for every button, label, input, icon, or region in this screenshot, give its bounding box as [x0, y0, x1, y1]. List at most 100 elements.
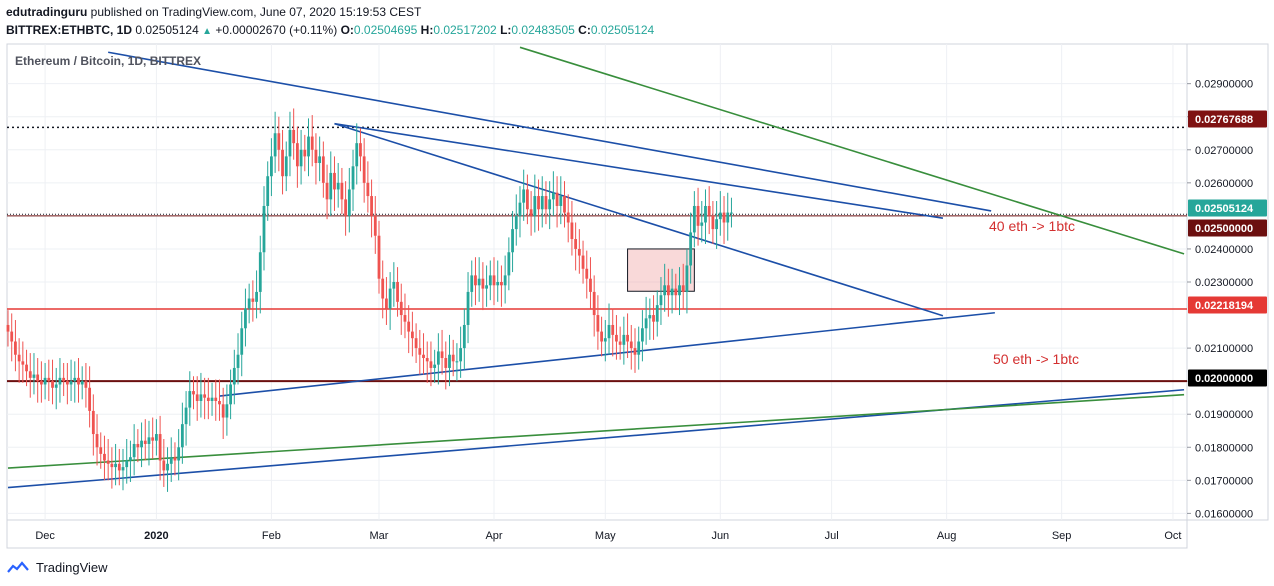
candle-body[interactable]	[221, 404, 225, 418]
candle-body[interactable]	[77, 377, 80, 385]
candle-body[interactable]	[362, 156, 366, 183]
candle-body[interactable]	[600, 331, 603, 342]
candle-body[interactable]	[373, 215, 377, 236]
candle-body[interactable]	[563, 196, 566, 213]
candle-body[interactable]	[114, 463, 117, 468]
candle-body[interactable]	[270, 156, 273, 177]
candle-body[interactable]	[151, 437, 155, 441]
candle-body[interactable]	[251, 298, 255, 302]
candle-body[interactable]	[143, 440, 147, 444]
candle-body[interactable]	[514, 215, 518, 230]
candle-body[interactable]	[388, 288, 392, 309]
candle-body[interactable]	[28, 371, 32, 378]
candle-body[interactable]	[36, 374, 40, 382]
candle-body[interactable]	[155, 434, 158, 441]
candle-body[interactable]	[444, 358, 448, 368]
candle-body[interactable]	[121, 467, 125, 471]
candle-body[interactable]	[103, 453, 106, 461]
candle-body[interactable]	[88, 387, 92, 411]
candle-body[interactable]	[655, 305, 659, 322]
price-tag[interactable]	[1188, 110, 1267, 128]
candle-body[interactable]	[173, 457, 177, 461]
candle-body[interactable]	[488, 275, 492, 286]
candle-body[interactable]	[136, 443, 140, 448]
candle-body[interactable]	[704, 205, 707, 223]
candle-body[interactable]	[321, 156, 325, 183]
candle-body[interactable]	[255, 291, 258, 302]
time-axis[interactable]	[6, 519, 1188, 549]
candle-body[interactable]	[410, 331, 414, 339]
candle-body[interactable]	[589, 278, 592, 292]
candle-body[interactable]	[418, 348, 422, 355]
candle-body[interactable]	[618, 341, 622, 345]
candle-body[interactable]	[392, 282, 396, 289]
candle-body[interactable]	[685, 265, 689, 292]
trendline-upper-descending[interactable]	[108, 51, 992, 212]
candle-body[interactable]	[607, 324, 611, 339]
candle-body[interactable]	[310, 136, 314, 150]
candle-body[interactable]	[73, 377, 77, 382]
candle-body[interactable]	[422, 354, 425, 359]
candle-body[interactable]	[347, 189, 351, 216]
candle-body[interactable]	[258, 252, 262, 292]
candle-body[interactable]	[203, 394, 207, 398]
candle-body[interactable]	[366, 182, 370, 197]
candle-body[interactable]	[199, 394, 203, 401]
candle-body[interactable]	[678, 285, 681, 296]
candle-body[interactable]	[62, 377, 66, 382]
candle-body[interactable]	[555, 192, 559, 206]
candle-body[interactable]	[244, 308, 247, 329]
candle-body[interactable]	[166, 463, 169, 471]
candle-body[interactable]	[425, 358, 429, 362]
candle-body[interactable]	[99, 447, 103, 454]
price-tag[interactable]	[1188, 199, 1267, 217]
candle-body[interactable]	[611, 324, 615, 335]
candle-body[interactable]	[351, 166, 355, 190]
candle-body[interactable]	[266, 176, 270, 206]
candle-body[interactable]	[696, 205, 700, 226]
candle-body[interactable]	[210, 397, 214, 401]
candle-body[interactable]	[522, 189, 526, 203]
candle-body[interactable]	[455, 361, 459, 363]
candle-body[interactable]	[10, 331, 14, 342]
candle-body[interactable]	[229, 384, 232, 405]
candle-body[interactable]	[711, 215, 715, 230]
candle-body[interactable]	[43, 377, 47, 385]
candle-body[interactable]	[641, 328, 644, 342]
candle-body[interactable]	[540, 196, 544, 210]
candle-body[interactable]	[295, 143, 299, 167]
candle-body[interactable]	[333, 172, 336, 190]
candle-body[interactable]	[325, 182, 329, 200]
candle-body[interactable]	[110, 463, 114, 468]
candle-body[interactable]	[385, 298, 388, 309]
candle-body[interactable]	[715, 219, 719, 230]
candle-body[interactable]	[644, 318, 648, 329]
candle-body[interactable]	[485, 285, 488, 289]
candle-body[interactable]	[470, 275, 474, 292]
candle-body[interactable]	[622, 334, 626, 345]
candle-body[interactable]	[51, 381, 54, 388]
candle-body[interactable]	[544, 196, 548, 210]
candle-body[interactable]	[603, 338, 607, 342]
candle-body[interactable]	[54, 384, 58, 388]
candle-body[interactable]	[396, 282, 399, 302]
candle-body[interactable]	[58, 377, 62, 385]
candle-body[interactable]	[548, 199, 552, 210]
candle-body[interactable]	[140, 440, 143, 448]
candle-body[interactable]	[477, 278, 481, 286]
candle-body[interactable]	[507, 252, 511, 276]
candle-body[interactable]	[626, 334, 629, 342]
candle-body[interactable]	[247, 298, 251, 309]
candle-body[interactable]	[125, 460, 129, 468]
trendline-green-upper[interactable]	[519, 46, 1185, 255]
candle-body[interactable]	[158, 434, 162, 461]
candle-body[interactable]	[218, 401, 221, 405]
candle-body[interactable]	[14, 341, 17, 355]
candle-body[interactable]	[184, 407, 188, 425]
candle-body[interactable]	[503, 275, 507, 286]
candle-body[interactable]	[526, 189, 529, 210]
candle-body[interactable]	[637, 341, 641, 355]
candle-body[interactable]	[403, 315, 407, 322]
candle-body[interactable]	[80, 381, 84, 385]
candle-body[interactable]	[537, 196, 540, 210]
